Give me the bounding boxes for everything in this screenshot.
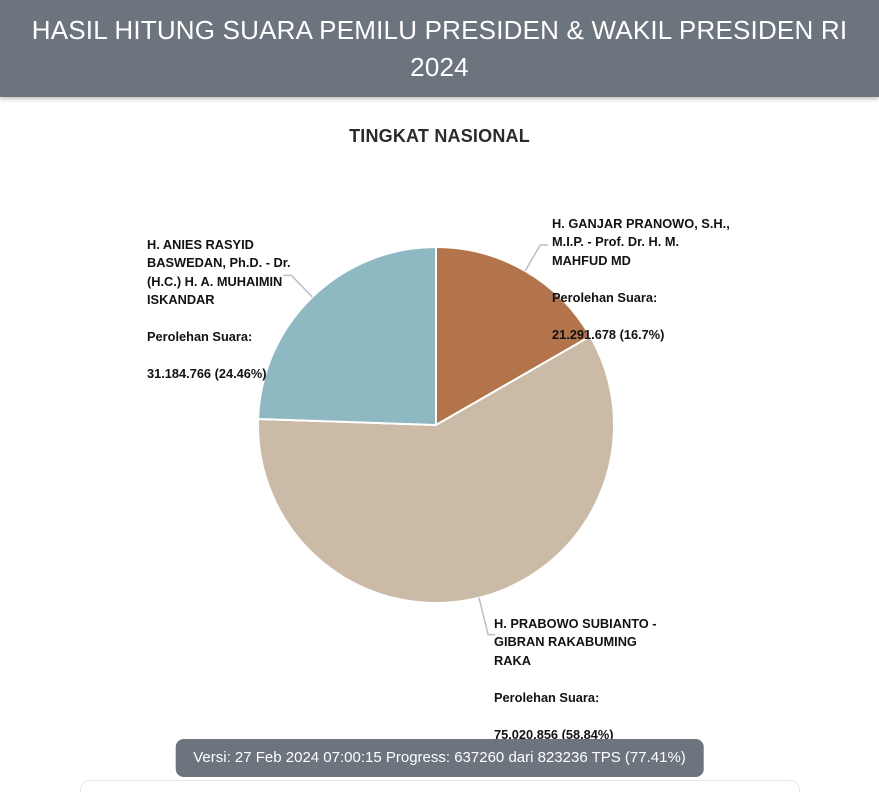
votes-value: 75.020.856 (58.84%) [494,726,614,742]
candidate-label-anies-muhaimin: H. ANIES RASYID BASWEDAN, Ph.D. - Dr. (H… [147,217,337,402]
label-leader-line-prabowo-gibran [478,597,496,636]
page-header: HASIL HITUNG SUARA PEMILU PRESIDEN & WAK… [0,0,879,97]
next-section-card-edge [79,780,800,792]
candidate-name: H. ANIES RASYID BASWEDAN, Ph.D. - Dr. (H… [147,236,291,308]
version-progress-badge: Versi: 27 Feb 2024 07:00:15 Progress: 63… [175,739,704,777]
label-leader-line-ganjar-mahfud [524,244,549,272]
votes-value: 21.291.678 (16.7%) [552,326,665,342]
candidate-name: H. PRABOWO SUBIANTO - GIBRAN RAKABUMING … [494,615,657,668]
votes-caption: Perolehan Suara: [494,689,600,705]
page-title: HASIL HITUNG SUARA PEMILU PRESIDEN & WAK… [31,15,848,82]
candidate-label-prabowo-gibran: H. PRABOWO SUBIANTO - GIBRAN RAKABUMING … [494,596,684,763]
candidate-name: H. GANJAR PRANOWO, S.H., M.I.P. - Prof. … [552,215,730,268]
votes-caption: Perolehan Suara: [147,329,253,344]
chart-title: TINGKAT NASIONAL [349,126,530,146]
candidate-label-ganjar-mahfud: H. GANJAR PRANOWO, S.H., M.I.P. - Prof. … [552,196,742,363]
votes-value: 31.184.766 (24.46%) [147,366,267,381]
votes-caption: Perolehan Suara: [552,289,658,305]
